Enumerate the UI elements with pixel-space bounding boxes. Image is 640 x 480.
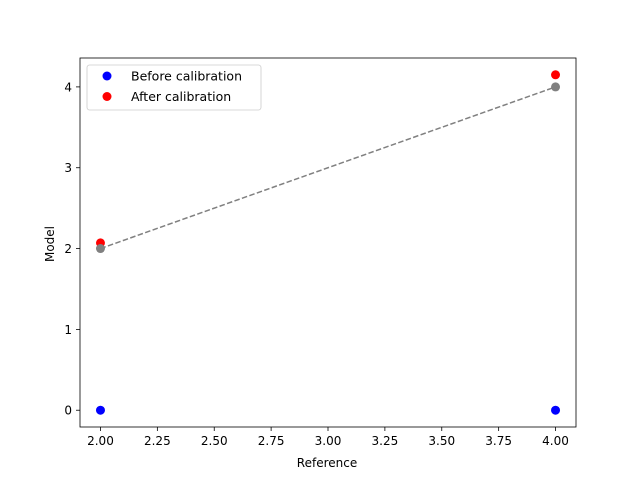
x-tick-label: 4.00 [542, 434, 569, 448]
before-calibration-point [95, 405, 105, 415]
y-tick-label: 1 [64, 323, 72, 337]
y-tick-label: 4 [64, 80, 72, 94]
x-tick-label: 3.50 [428, 434, 455, 448]
after-calibration-point [551, 70, 561, 80]
x-tick-label: 2.25 [144, 434, 171, 448]
x-tick-label: 2.00 [87, 434, 114, 448]
y-axis-label: Model [43, 226, 57, 262]
y-tick-label: 0 [64, 404, 72, 418]
x-tick-label: 3.00 [315, 434, 342, 448]
x-tick-label: 2.50 [201, 434, 228, 448]
x-axis-label: Reference [297, 456, 357, 470]
legend-marker [102, 71, 112, 81]
x-tick-label: 2.75 [258, 434, 285, 448]
x-tick-label: 3.75 [485, 434, 512, 448]
reference-point [95, 244, 105, 254]
plot-area: 2.00 2.25 2.50 2.75 3.00 3.25 3.50 3.75 4.00 0 1 2 3… [64, 57, 577, 448]
legend: Before calibration After calibration [86, 64, 262, 111]
before-calibration-point [551, 405, 561, 415]
legend-label: After calibration [131, 89, 231, 104]
reference-point [551, 82, 561, 92]
y-tick-label: 2 [64, 242, 72, 256]
legend-label: Before calibration [131, 69, 242, 84]
legend-box [86, 64, 262, 111]
y-tick-label: 3 [64, 161, 72, 175]
legend-marker [102, 92, 112, 101]
x-tick-label: 3.25 [372, 434, 399, 448]
reference-line [100, 86, 556, 250]
